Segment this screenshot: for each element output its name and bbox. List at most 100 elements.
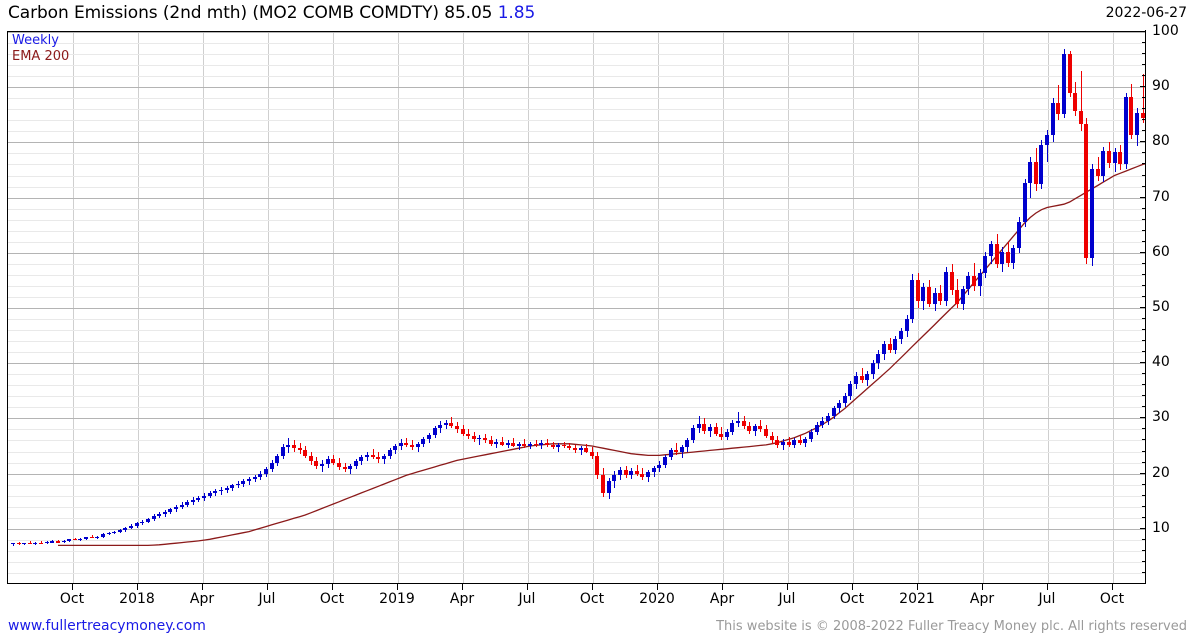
x-axis-label: Jul xyxy=(778,591,796,607)
y-axis-tick xyxy=(1142,75,1146,76)
gridline-minor xyxy=(8,507,1145,508)
candle-body xyxy=(326,459,330,464)
candle-wick xyxy=(322,460,323,473)
instrument-name: Carbon Emissions (2nd mth) xyxy=(8,3,247,23)
instrument-ticker: (MO2 COMB COMDTY) xyxy=(252,3,439,23)
candle-body xyxy=(185,501,189,506)
candle-body xyxy=(781,441,785,445)
candle-body xyxy=(11,543,15,545)
candle-body xyxy=(472,436,476,440)
candle-wick xyxy=(760,419,761,432)
candle-wick xyxy=(581,446,582,455)
candle-body xyxy=(45,542,49,544)
x-axis-tick xyxy=(657,584,658,590)
gridline-major xyxy=(8,363,1145,364)
candle-body xyxy=(573,448,577,451)
candle-body xyxy=(787,441,791,445)
candle-body xyxy=(359,457,363,462)
candle-body xyxy=(1124,97,1128,165)
x-axis-label: 2019 xyxy=(379,591,415,607)
candle-wick xyxy=(75,537,76,541)
y-axis-tick xyxy=(1140,31,1146,32)
candle-body xyxy=(989,243,993,257)
candle-body xyxy=(1068,54,1072,93)
gridline-minor xyxy=(8,43,1145,44)
y-axis-label: 30 xyxy=(1152,409,1170,426)
candle-body xyxy=(1141,112,1145,119)
candle-body xyxy=(157,514,161,517)
y-axis-tick xyxy=(1142,274,1146,275)
y-axis-tick xyxy=(1142,296,1146,297)
candle-body xyxy=(129,526,133,528)
gridline-minor xyxy=(8,131,1145,132)
gridline-minor xyxy=(8,562,1145,563)
candle-body xyxy=(152,516,156,519)
x-axis-label: Apr xyxy=(189,591,215,607)
candle-body xyxy=(1090,168,1094,259)
candle-wick xyxy=(513,438,514,448)
gridline-minor xyxy=(8,153,1145,154)
candle-body xyxy=(820,420,824,425)
candle-wick xyxy=(496,439,497,449)
candle-body xyxy=(843,396,847,403)
candle-body xyxy=(163,512,167,515)
candle-body xyxy=(714,427,718,434)
candle-body xyxy=(483,438,487,441)
candle-body xyxy=(567,446,571,449)
candle-body xyxy=(905,319,909,332)
x-axis-tick xyxy=(462,584,463,590)
candle-body xyxy=(579,448,583,451)
site-url[interactable]: www.fullertreacymoney.com xyxy=(8,618,206,634)
candle-wick xyxy=(406,438,407,448)
candle-wick xyxy=(586,443,587,453)
candle-wick xyxy=(502,437,503,446)
y-axis-tick xyxy=(1142,285,1146,286)
candle-wick xyxy=(862,367,863,384)
y-axis-label: 50 xyxy=(1152,299,1170,315)
candle-body xyxy=(1056,102,1060,114)
gridline-major xyxy=(8,308,1145,309)
x-axis-label: Oct xyxy=(1099,591,1125,607)
candle-body xyxy=(298,448,302,451)
gridline-major xyxy=(8,418,1145,419)
candle-body xyxy=(899,331,903,339)
candle-body xyxy=(826,416,830,421)
candle-body xyxy=(669,450,673,458)
gridline-minor xyxy=(8,573,1145,574)
candle-body xyxy=(433,428,437,435)
gridline-minor xyxy=(8,374,1145,375)
candle-body xyxy=(933,292,937,304)
price-chart-plot-area[interactable] xyxy=(7,31,1145,583)
candle-body xyxy=(101,534,105,537)
x-axis-tick xyxy=(527,584,528,590)
x-axis-label: Jul xyxy=(258,591,276,607)
candle-body xyxy=(517,443,521,446)
x-axis-tick xyxy=(1112,584,1113,590)
candle-body xyxy=(551,444,555,448)
gridline-minor xyxy=(8,187,1145,188)
gridline-minor xyxy=(8,297,1145,298)
candle-body xyxy=(865,374,869,380)
candle-body xyxy=(230,485,234,488)
candle-wick xyxy=(479,434,480,445)
candle-body xyxy=(916,280,920,302)
candle-body xyxy=(213,491,217,494)
candle-body xyxy=(241,481,245,484)
candle-body xyxy=(522,443,526,446)
y-axis-tick xyxy=(1140,86,1146,87)
candle-body xyxy=(1051,102,1055,135)
x-axis-tick xyxy=(397,584,398,590)
gridline-major xyxy=(8,87,1145,88)
candle-body xyxy=(944,271,948,302)
y-axis-label: 90 xyxy=(1152,78,1170,95)
gridline-minor xyxy=(8,109,1145,110)
legend-interval: Weekly xyxy=(12,33,59,48)
y-axis-tick xyxy=(1142,97,1146,98)
candle-body xyxy=(792,440,796,445)
candle-body xyxy=(320,463,324,466)
candle-wick xyxy=(721,427,722,441)
candle-body xyxy=(461,429,465,434)
candle-wick xyxy=(92,535,93,539)
x-axis-tick xyxy=(787,584,788,590)
x-axis-tick xyxy=(137,584,138,590)
